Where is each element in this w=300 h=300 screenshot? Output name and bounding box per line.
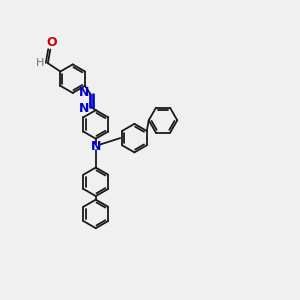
Text: N: N [79,102,90,115]
Text: H: H [36,58,44,68]
Text: N: N [79,86,90,99]
Text: O: O [47,37,57,50]
Text: N: N [91,140,101,153]
